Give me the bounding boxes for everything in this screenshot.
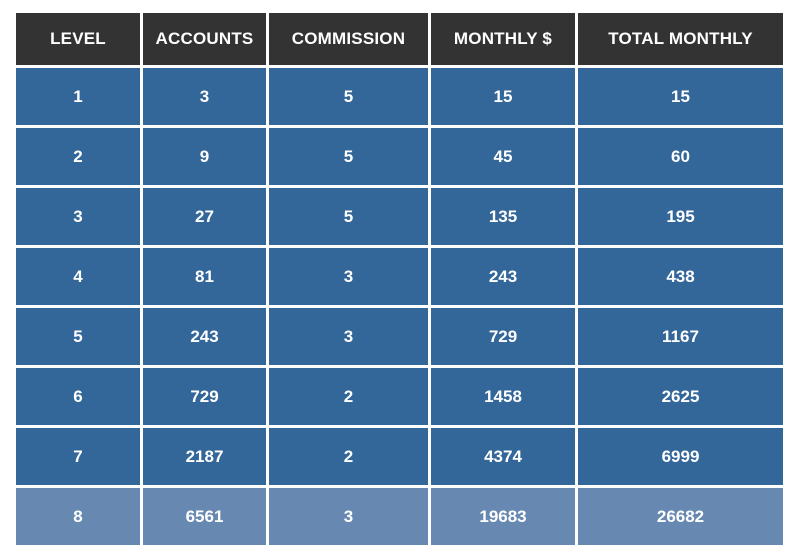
table-row: 4 81 3 243 438 — [16, 248, 783, 305]
cell-commission: 3 — [269, 248, 428, 305]
header-row: LEVEL ACCOUNTS COMMISSION MONTHLY $ TOTA… — [16, 13, 783, 65]
table-row: 6 729 2 1458 2625 — [16, 368, 783, 425]
cell-total-monthly: 26682 — [578, 488, 783, 545]
cell-accounts: 81 — [143, 248, 266, 305]
header-total-monthly: TOTAL MONTHLY — [578, 13, 783, 65]
cell-total-monthly: 6999 — [578, 428, 783, 485]
cell-level: 4 — [16, 248, 140, 305]
cell-level: 3 — [16, 188, 140, 245]
header-level: LEVEL — [16, 13, 140, 65]
cell-accounts: 3 — [143, 68, 266, 125]
cell-level: 8 — [16, 488, 140, 545]
header-monthly: MONTHLY $ — [431, 13, 575, 65]
table-row: 3 27 5 135 195 — [16, 188, 783, 245]
header-accounts: ACCOUNTS — [143, 13, 266, 65]
cell-total-monthly: 60 — [578, 128, 783, 185]
cell-accounts: 243 — [143, 308, 266, 365]
table-row-highlighted: 8 6561 3 19683 26682 — [16, 488, 783, 545]
cell-total-monthly: 15 — [578, 68, 783, 125]
cell-monthly: 729 — [431, 308, 575, 365]
cell-commission: 5 — [269, 128, 428, 185]
cell-monthly: 19683 — [431, 488, 575, 545]
cell-total-monthly: 438 — [578, 248, 783, 305]
cell-level: 1 — [16, 68, 140, 125]
cell-monthly: 243 — [431, 248, 575, 305]
cell-accounts: 2187 — [143, 428, 266, 485]
cell-accounts: 9 — [143, 128, 266, 185]
cell-level: 7 — [16, 428, 140, 485]
cell-commission: 5 — [269, 68, 428, 125]
cell-monthly: 135 — [431, 188, 575, 245]
header-commission: COMMISSION — [269, 13, 428, 65]
cell-accounts: 6561 — [143, 488, 266, 545]
cell-monthly: 15 — [431, 68, 575, 125]
cell-total-monthly: 2625 — [578, 368, 783, 425]
cell-total-monthly: 195 — [578, 188, 783, 245]
cell-level: 5 — [16, 308, 140, 365]
cell-total-monthly: 1167 — [578, 308, 783, 365]
cell-commission: 2 — [269, 368, 428, 425]
table-row: 2 9 5 45 60 — [16, 128, 783, 185]
cell-level: 6 — [16, 368, 140, 425]
cell-level: 2 — [16, 128, 140, 185]
commission-table: LEVEL ACCOUNTS COMMISSION MONTHLY $ TOTA… — [13, 10, 786, 548]
cell-commission: 5 — [269, 188, 428, 245]
table-row: 7 2187 2 4374 6999 — [16, 428, 783, 485]
cell-accounts: 27 — [143, 188, 266, 245]
table-row: 5 243 3 729 1167 — [16, 308, 783, 365]
cell-monthly: 45 — [431, 128, 575, 185]
table-row: 1 3 5 15 15 — [16, 68, 783, 125]
cell-commission: 3 — [269, 308, 428, 365]
cell-monthly: 4374 — [431, 428, 575, 485]
cell-accounts: 729 — [143, 368, 266, 425]
cell-commission: 2 — [269, 428, 428, 485]
cell-monthly: 1458 — [431, 368, 575, 425]
cell-commission: 3 — [269, 488, 428, 545]
commission-table-container: LEVEL ACCOUNTS COMMISSION MONTHLY $ TOTA… — [16, 13, 783, 545]
